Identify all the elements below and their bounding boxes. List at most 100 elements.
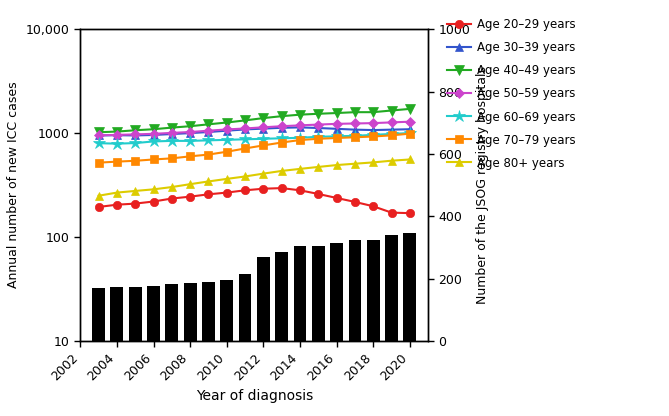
Age 20–29 years	[241, 188, 249, 193]
Age 70–79 years	[260, 143, 268, 148]
Age 50–59 years	[168, 130, 176, 135]
Age 30–39 years	[131, 133, 139, 138]
Age 80+ years	[351, 161, 359, 166]
Age 80+ years	[314, 164, 322, 169]
Age 80+ years	[296, 166, 304, 171]
Age 70–79 years	[168, 156, 176, 161]
Age 30–39 years	[296, 125, 304, 130]
Bar	[165, 284, 178, 341]
Age 60–69 years	[296, 135, 304, 140]
Age 40–49 years	[351, 110, 359, 115]
Age 20–29 years	[296, 188, 304, 193]
Bar	[184, 283, 197, 341]
Bar	[312, 246, 324, 341]
Line: Age 40–49 years: Age 40–49 years	[94, 104, 415, 137]
Age 40–49 years	[296, 112, 304, 117]
Age 30–39 years	[205, 129, 213, 134]
Age 50–59 years	[205, 128, 213, 133]
Age 40–49 years	[387, 108, 395, 113]
Age 70–79 years	[296, 138, 304, 143]
Line: Age 50–59 years: Age 50–59 years	[95, 118, 413, 139]
Age 40–49 years	[131, 128, 139, 133]
Age 30–39 years	[223, 128, 231, 133]
Age 70–79 years	[387, 133, 395, 138]
Bar	[275, 252, 288, 341]
Age 70–79 years	[314, 136, 322, 141]
Age 30–39 years	[369, 128, 377, 133]
Age 20–29 years	[223, 190, 231, 195]
Age 60–69 years	[113, 141, 121, 146]
Age 20–29 years	[369, 204, 377, 209]
Line: Age 30–39 years: Age 30–39 years	[94, 123, 414, 140]
Age 60–69 years	[387, 131, 395, 136]
Age 20–29 years	[332, 196, 341, 201]
Age 60–69 years	[186, 139, 194, 144]
Age 70–79 years	[113, 159, 121, 164]
Age 30–39 years	[314, 126, 322, 131]
Age 80+ years	[387, 158, 395, 163]
Age 80+ years	[94, 193, 102, 198]
Bar	[202, 282, 215, 341]
Legend: Age 20–29 years, Age 30–39 years, Age 40–49 years, Age 50–59 years, Age 60–69 ye: Age 20–29 years, Age 30–39 years, Age 40…	[448, 18, 575, 170]
Age 40–49 years	[278, 114, 286, 119]
Age 70–79 years	[406, 131, 414, 136]
Age 70–79 years	[278, 140, 286, 145]
Age 50–59 years	[278, 124, 286, 129]
Age 70–79 years	[351, 135, 359, 140]
Line: Age 20–29 years: Age 20–29 years	[94, 184, 414, 217]
Age 50–59 years	[186, 129, 194, 134]
Bar	[294, 246, 306, 341]
Age 50–59 years	[369, 121, 377, 126]
Age 80+ years	[131, 188, 139, 193]
Y-axis label: Number of the JSOG registry hospitals: Number of the JSOG registry hospitals	[476, 66, 489, 304]
Age 40–49 years	[332, 111, 341, 116]
Age 20–29 years	[406, 210, 414, 215]
Age 40–49 years	[168, 125, 176, 130]
Age 60–69 years	[314, 134, 322, 139]
Age 40–49 years	[369, 110, 377, 115]
Age 20–29 years	[94, 204, 102, 209]
Bar	[257, 257, 270, 341]
Age 80+ years	[278, 168, 286, 173]
Age 50–59 years	[131, 132, 139, 137]
Age 60–69 years	[223, 137, 231, 142]
Age 50–59 years	[260, 125, 268, 130]
Line: Age 60–69 years: Age 60–69 years	[92, 127, 416, 150]
Bar	[367, 240, 379, 341]
Age 40–49 years	[149, 127, 157, 132]
Age 20–29 years	[205, 192, 213, 197]
Age 50–59 years	[149, 131, 157, 136]
Age 60–69 years	[149, 139, 157, 144]
Age 50–59 years	[387, 120, 395, 125]
Age 40–49 years	[260, 116, 268, 121]
Age 30–39 years	[351, 127, 359, 132]
Age 60–69 years	[205, 138, 213, 143]
Age 60–69 years	[278, 136, 286, 141]
Bar	[403, 233, 416, 341]
Bar	[239, 274, 252, 341]
Age 30–39 years	[149, 132, 157, 137]
Age 20–29 years	[113, 202, 121, 207]
Age 80+ years	[223, 176, 231, 181]
Age 20–29 years	[149, 199, 157, 204]
Age 20–29 years	[260, 186, 268, 191]
Age 40–49 years	[186, 124, 194, 129]
Age 60–69 years	[332, 134, 341, 139]
Bar	[220, 280, 233, 341]
Age 80+ years	[260, 171, 268, 176]
Age 50–59 years	[406, 119, 414, 124]
Age 30–39 years	[406, 127, 414, 132]
Age 80+ years	[113, 190, 121, 195]
Age 50–59 years	[113, 132, 121, 137]
Age 50–59 years	[94, 133, 102, 138]
Age 80+ years	[186, 182, 194, 187]
Bar	[110, 287, 123, 341]
Age 70–79 years	[131, 158, 139, 163]
Y-axis label: Annual number of new ICC cases: Annual number of new ICC cases	[7, 82, 21, 288]
Age 40–49 years	[113, 129, 121, 134]
Bar	[147, 285, 160, 341]
Age 70–79 years	[94, 160, 102, 165]
Age 30–39 years	[278, 125, 286, 130]
Age 30–39 years	[387, 127, 395, 132]
Age 80+ years	[332, 163, 341, 168]
